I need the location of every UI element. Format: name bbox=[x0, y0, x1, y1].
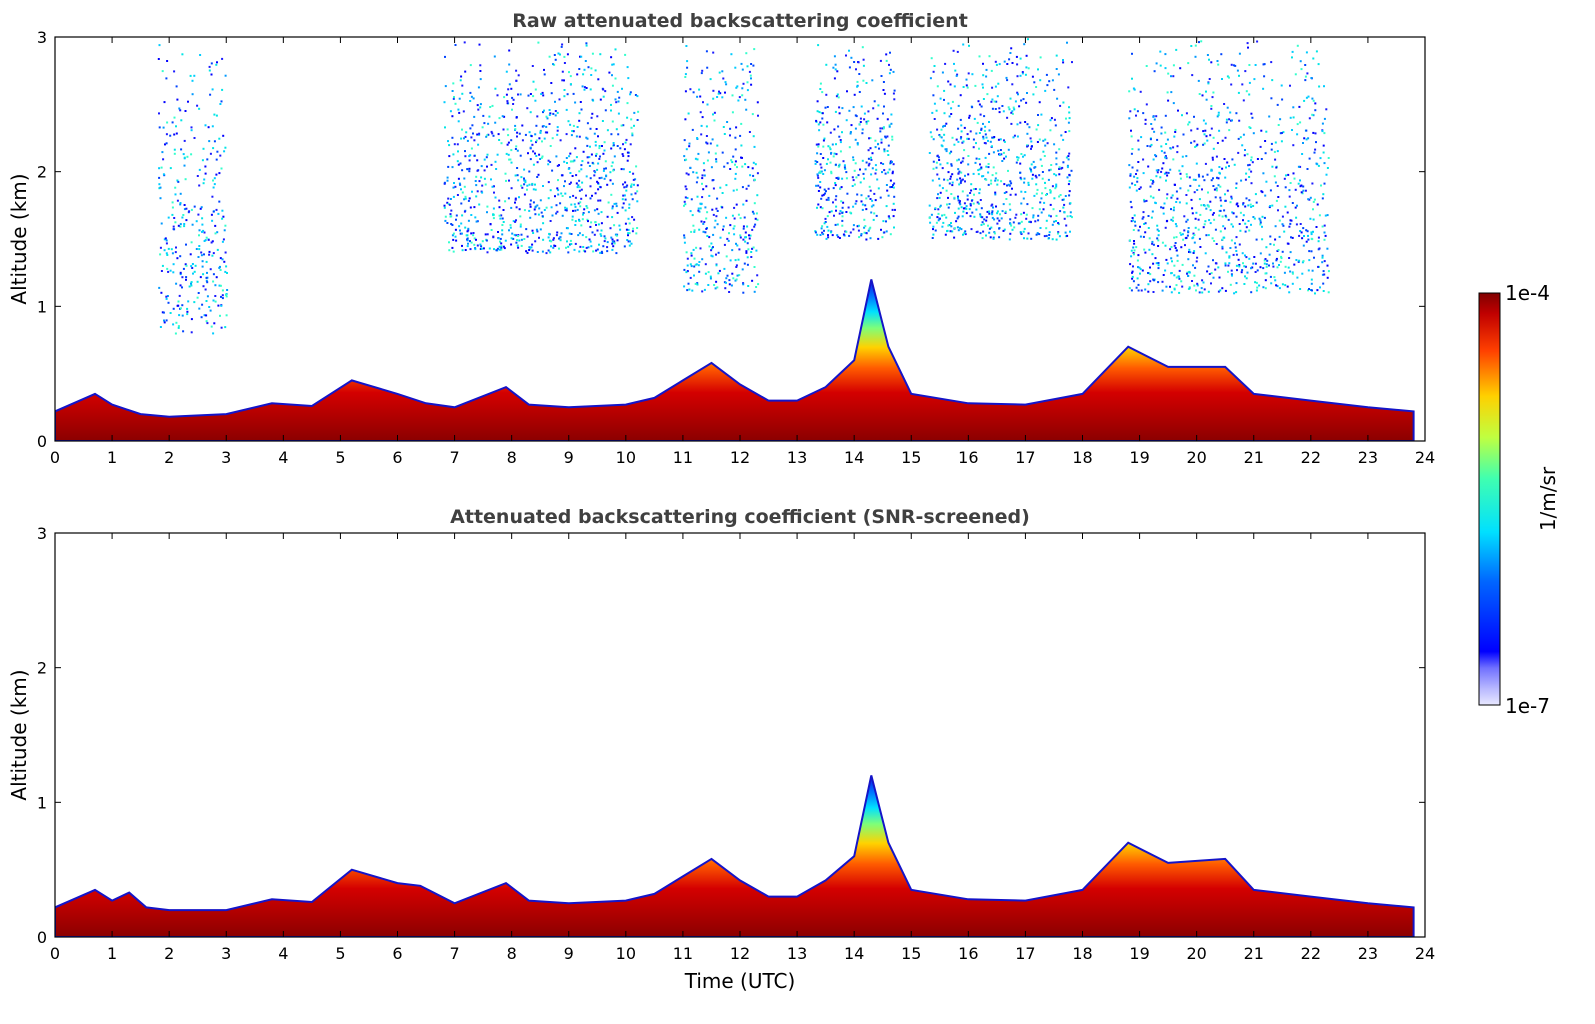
raw-heatmap-area bbox=[55, 38, 1415, 441]
x-tick-label: 24 bbox=[1415, 944, 1435, 963]
x-tick-label: 7 bbox=[449, 944, 459, 963]
y-tick-label: 0 bbox=[37, 432, 47, 451]
x-tick-label: 1 bbox=[107, 448, 117, 467]
y-tick-label: 3 bbox=[37, 524, 47, 543]
x-tick-label: 11 bbox=[673, 944, 693, 963]
x-tick-label: 7 bbox=[449, 448, 459, 467]
x-tick-label: 21 bbox=[1244, 944, 1264, 963]
y-tick-label: 2 bbox=[37, 659, 47, 678]
x-tick-label: 9 bbox=[564, 448, 574, 467]
upper-echo-region bbox=[928, 38, 1073, 241]
screened-x-axis: 0 1 2 3 4 5 6 7 8 9 10 11 12 13 14 15 16 17 18 19 20 21 22 23 24 bbox=[50, 533, 1435, 963]
raw-panel-title: Raw attenuated backscattering coefficien… bbox=[512, 10, 968, 32]
x-tick-label: 6 bbox=[392, 944, 402, 963]
upper-echo-region bbox=[157, 44, 229, 335]
x-tick-label: 19 bbox=[1129, 448, 1149, 467]
screened-y-axis: 0 1 2 3 bbox=[37, 524, 1425, 947]
x-tick-label: 20 bbox=[1186, 448, 1206, 467]
y-tick-label: 3 bbox=[37, 28, 47, 47]
x-tick-label: 2 bbox=[164, 944, 174, 963]
y-tick-label: 2 bbox=[37, 163, 47, 182]
colorbar-max-label: 1e-4 bbox=[1505, 281, 1550, 305]
x-tick-label: 16 bbox=[958, 944, 978, 963]
upper-echo-region bbox=[1128, 40, 1330, 295]
x-tick-label: 21 bbox=[1244, 448, 1264, 467]
x-tick-label: 0 bbox=[50, 944, 60, 963]
x-tick-label: 18 bbox=[1072, 448, 1092, 467]
x-tick-label: 0 bbox=[50, 448, 60, 467]
x-tick-label: 12 bbox=[730, 448, 750, 467]
x-tick-label: 10 bbox=[616, 448, 636, 467]
x-tick-label: 20 bbox=[1186, 944, 1206, 963]
x-tick-label: 1 bbox=[107, 944, 117, 963]
upper-echo-region bbox=[443, 41, 640, 255]
x-tick-label: 6 bbox=[392, 448, 402, 467]
x-tick-label: 11 bbox=[673, 448, 693, 467]
raw-backscatter-panel: Raw attenuated backscattering coefficien… bbox=[7, 10, 1435, 467]
screened-panel-title: Attenuated backscattering coefficient (S… bbox=[450, 506, 1030, 528]
x-tick-label: 10 bbox=[616, 944, 636, 963]
x-tick-label: 5 bbox=[335, 944, 345, 963]
raw-x-axis: 0 1 2 3 4 5 6 7 8 9 10 11 12 13 14 15 16 17 18 19 20 21 22 23 24 bbox=[50, 37, 1435, 467]
screened-heatmap-area bbox=[55, 775, 1415, 937]
x-tick-label: 22 bbox=[1301, 448, 1321, 467]
x-tick-label: 23 bbox=[1358, 944, 1378, 963]
x-tick-label: 8 bbox=[507, 944, 517, 963]
colorbar-min-label: 1e-7 bbox=[1505, 694, 1550, 718]
x-tick-label: 15 bbox=[901, 944, 921, 963]
x-tick-label: 9 bbox=[564, 944, 574, 963]
x-tick-label: 17 bbox=[1015, 944, 1035, 963]
x-tick-label: 5 bbox=[335, 448, 345, 467]
x-tick-label: 24 bbox=[1415, 448, 1435, 467]
x-tick-label: 18 bbox=[1072, 944, 1092, 963]
x-tick-label: 4 bbox=[278, 944, 288, 963]
colorbar-unit-label: 1/m/sr bbox=[1536, 466, 1560, 531]
x-tick-label: 13 bbox=[787, 944, 807, 963]
x-tick-label: 8 bbox=[507, 448, 517, 467]
x-tick-label: 4 bbox=[278, 448, 288, 467]
y-tick-label: 1 bbox=[37, 793, 47, 812]
colorbar-gradient bbox=[1478, 292, 1501, 706]
x-tick-label: 23 bbox=[1358, 448, 1378, 467]
screened-y-axis-label: Altitude (km) bbox=[7, 669, 31, 800]
boundary-layer-band bbox=[55, 775, 1415, 937]
x-tick-label: 16 bbox=[958, 448, 978, 467]
boundary-layer-band bbox=[55, 279, 1415, 441]
upper-echo-region bbox=[814, 44, 896, 241]
x-tick-label: 3 bbox=[221, 448, 231, 467]
y-tick-label: 1 bbox=[37, 297, 47, 316]
x-tick-label: 13 bbox=[787, 448, 807, 467]
colorbar: 1e-4 1e-7 1/m/sr bbox=[1478, 281, 1560, 718]
x-tick-label: 17 bbox=[1015, 448, 1035, 467]
screened-x-axis-label: Time (UTC) bbox=[684, 969, 796, 993]
raw-y-axis-label: Altitude (km) bbox=[7, 173, 31, 304]
x-tick-label: 14 bbox=[844, 448, 864, 467]
x-tick-label: 14 bbox=[844, 944, 864, 963]
x-tick-label: 12 bbox=[730, 944, 750, 963]
upper-echo-region bbox=[683, 45, 760, 294]
y-tick-label: 0 bbox=[37, 928, 47, 947]
x-tick-label: 3 bbox=[221, 944, 231, 963]
raw-y-axis: 0 1 2 3 bbox=[37, 28, 1425, 451]
screened-backscatter-panel: Attenuated backscattering coefficient (S… bbox=[7, 506, 1435, 993]
x-tick-label: 2 bbox=[164, 448, 174, 467]
x-tick-label: 15 bbox=[901, 448, 921, 467]
x-tick-label: 22 bbox=[1301, 944, 1321, 963]
x-tick-label: 19 bbox=[1129, 944, 1149, 963]
